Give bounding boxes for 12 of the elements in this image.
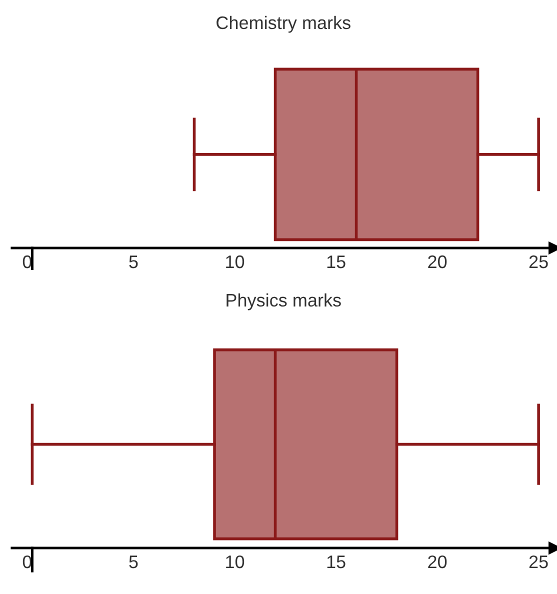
x-tick-label: 5 <box>129 256 138 268</box>
x-tick-label: 25 <box>529 255 548 268</box>
chart-title: Chemistry marks <box>216 16 350 33</box>
x-tick-label: 25 <box>529 555 548 568</box>
x-tick-label: 5 <box>129 556 138 568</box>
x-tick-label: 10 <box>226 555 244 568</box>
chart-title: Physics marks <box>226 293 341 310</box>
x-tick-label: 15 <box>327 556 346 568</box>
x-tick-label: 20 <box>428 555 447 568</box>
x-tick-label: 10 <box>226 255 244 268</box>
x-tick-label: 15 <box>327 256 346 268</box>
x-tick-label: 20 <box>428 255 447 268</box>
